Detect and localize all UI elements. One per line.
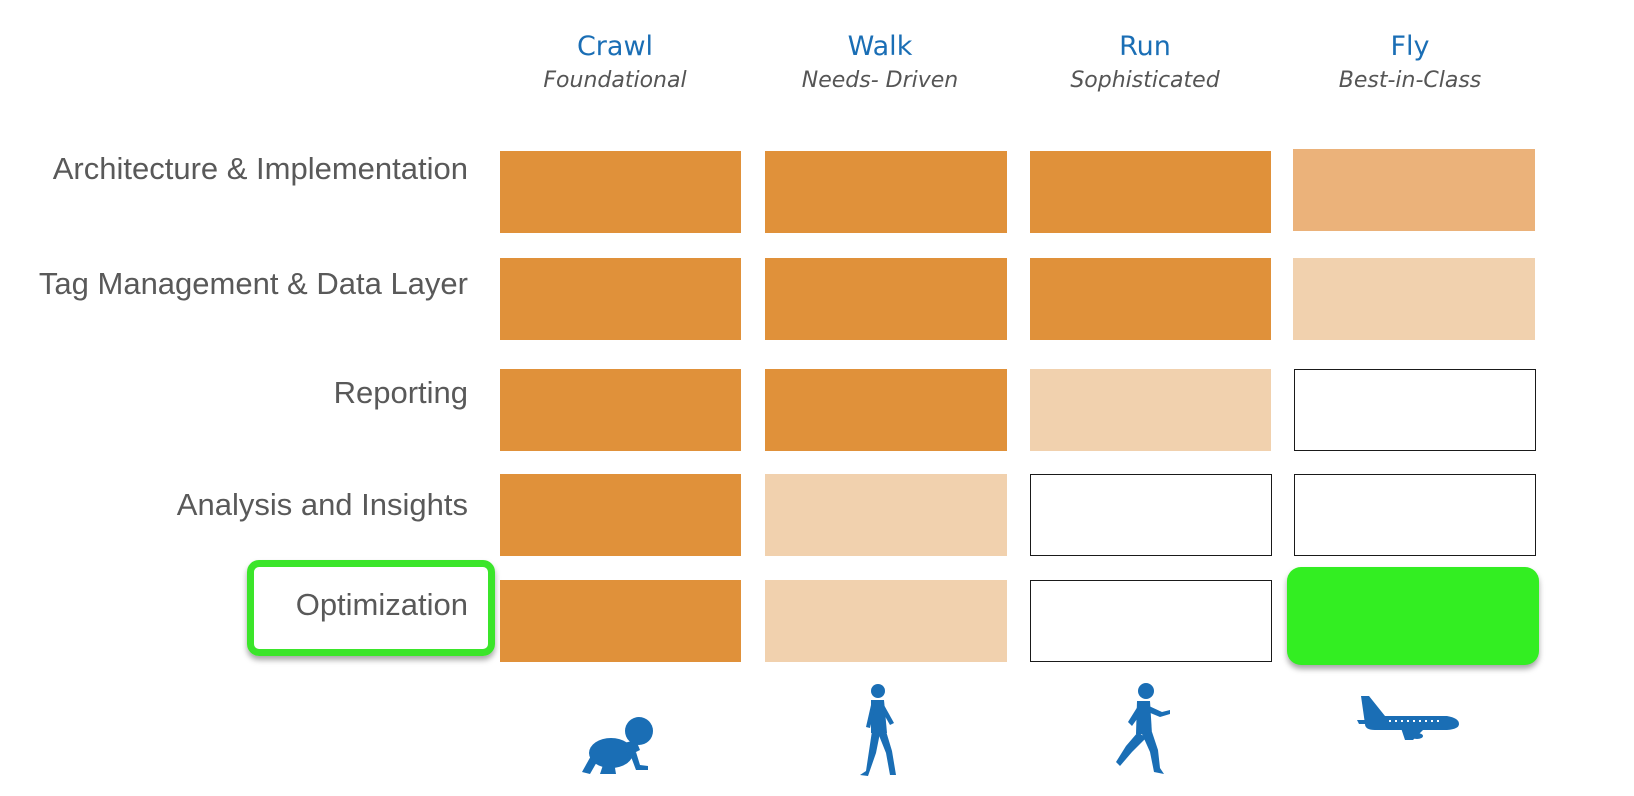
cell-reporting-walk: [765, 369, 1007, 451]
column-subtitle-crawl: Foundational: [543, 68, 687, 93]
column-title-walk: Walk: [847, 31, 913, 62]
cell-architecture-crawl: [500, 151, 741, 233]
column-header-fly: Fly Best-in-Class: [1280, 30, 1540, 98]
cell-tag-management-walk: [765, 258, 1007, 340]
crawling-baby-icon: [578, 710, 658, 776]
running-person-icon: [1110, 682, 1174, 776]
column-header-crawl: Crawl Foundational: [485, 30, 745, 98]
cell-reporting-crawl: [500, 369, 741, 451]
column-subtitle-run: Sophisticated: [1070, 68, 1220, 93]
column-subtitle-walk: Needs- Driven: [801, 68, 959, 93]
cell-reporting-run: [1030, 369, 1271, 451]
row-label-tag-management: Tag Management & Data Layer: [38, 266, 468, 301]
cell-optimization-run: [1030, 580, 1272, 662]
row-label-architecture: Architecture & Implementation: [52, 151, 468, 186]
cell-analysis-walk: [765, 474, 1007, 556]
column-header-walk: Walk Needs- Driven: [750, 30, 1010, 98]
column-title-fly: Fly: [1390, 31, 1430, 62]
cell-tag-management-fly: [1293, 258, 1535, 340]
column-title-crawl: Crawl: [576, 31, 654, 62]
row-label-analysis: Analysis and Insights: [176, 487, 468, 522]
cell-optimization-fly: [1287, 567, 1539, 665]
row-label-optimization: Optimization: [295, 587, 468, 622]
column-header-run: Run Sophisticated: [1015, 30, 1275, 98]
cell-analysis-crawl: [500, 474, 741, 556]
airplane-icon: [1355, 694, 1461, 744]
cell-architecture-walk: [765, 151, 1007, 233]
optimization-highlight-frame: [247, 560, 495, 656]
column-title-run: Run: [1119, 31, 1171, 62]
cell-reporting-fly: [1294, 369, 1536, 451]
cell-optimization-walk: [765, 580, 1007, 662]
cell-optimization-crawl: [500, 580, 741, 662]
cell-analysis-fly: [1294, 474, 1536, 556]
cell-tag-management-crawl: [500, 258, 741, 340]
row-label-reporting: Reporting: [333, 375, 468, 410]
cell-analysis-run: [1030, 474, 1272, 556]
cell-architecture-fly: [1293, 149, 1535, 231]
cell-tag-management-run: [1030, 258, 1271, 340]
cell-architecture-run: [1030, 151, 1271, 233]
walking-person-icon: [856, 683, 904, 777]
column-subtitle-fly: Best-in-Class: [1338, 68, 1482, 93]
